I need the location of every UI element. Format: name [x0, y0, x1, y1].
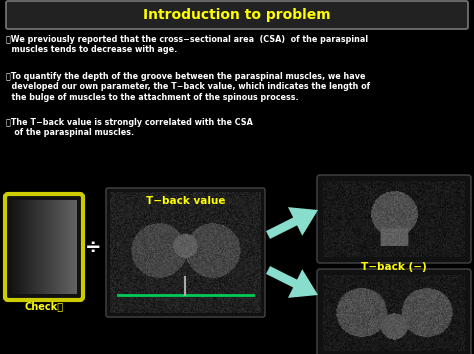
Polygon shape [266, 207, 318, 239]
Text: ・We previously reported that the cross−sectional area  (CSA)  of the paraspinal
: ・We previously reported that the cross−s… [6, 35, 368, 55]
Text: Introduction to problem: Introduction to problem [143, 8, 331, 22]
FancyBboxPatch shape [317, 269, 471, 354]
Text: Check！: Check！ [25, 301, 64, 311]
Text: T−back (−): T−back (−) [361, 262, 427, 272]
FancyBboxPatch shape [5, 194, 83, 300]
Text: ÷: ÷ [85, 238, 101, 257]
FancyBboxPatch shape [317, 175, 471, 263]
Text: ・To quantify the depth of the groove between the paraspinal muscles, we have
  d: ・To quantify the depth of the groove bet… [6, 72, 370, 102]
Polygon shape [266, 266, 318, 298]
Text: ・The T−back value is strongly correlated with the CSA
   of the paraspinal muscl: ・The T−back value is strongly correlated… [6, 118, 253, 137]
Text: T−back value: T−back value [146, 196, 225, 206]
FancyBboxPatch shape [106, 188, 265, 317]
FancyBboxPatch shape [6, 1, 468, 29]
